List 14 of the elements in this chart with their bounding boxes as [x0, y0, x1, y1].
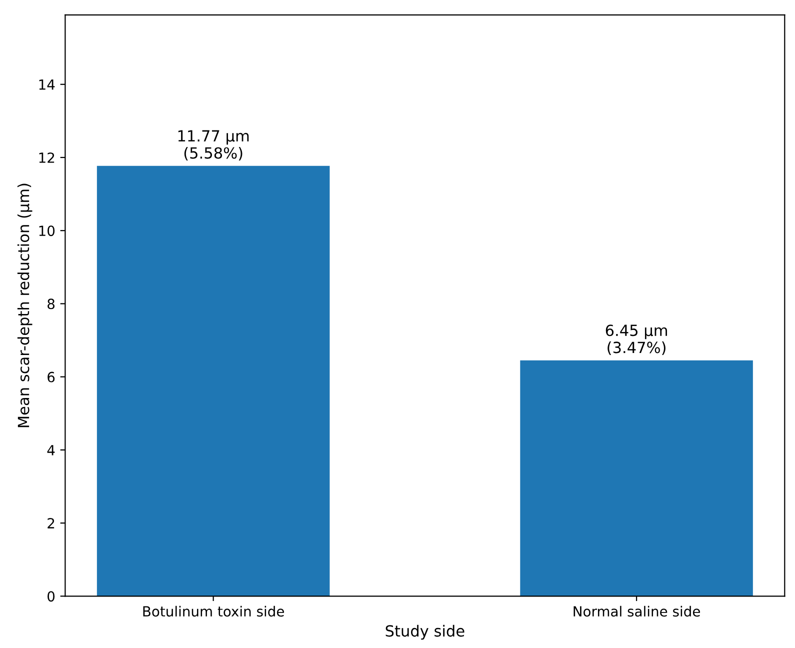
y-tick-label: 2 — [48, 518, 54, 528]
y-tick-label: 14 — [39, 80, 55, 90]
y-tick-label: 8 — [48, 298, 55, 310]
y-tick-label: 12 — [39, 152, 54, 163]
y-tick-label: 6 — [48, 372, 55, 382]
x-tick-label: Normal saline side — [574, 606, 700, 617]
x-tick-label: Botulinum toxin side — [143, 606, 284, 617]
y-tick-label: 4 — [47, 445, 55, 456]
y-tick-label: 0 — [48, 591, 55, 602]
x-axis-title: Study side — [386, 624, 464, 640]
data-label: 11.77 µm (5.58%) — [178, 130, 249, 161]
data-label: 6.45 µm (3.47%) — [606, 324, 667, 356]
y-axis-title: Mean scar-depth reduction (µm) — [17, 184, 32, 428]
y-tick-label: 10 — [39, 226, 55, 236]
